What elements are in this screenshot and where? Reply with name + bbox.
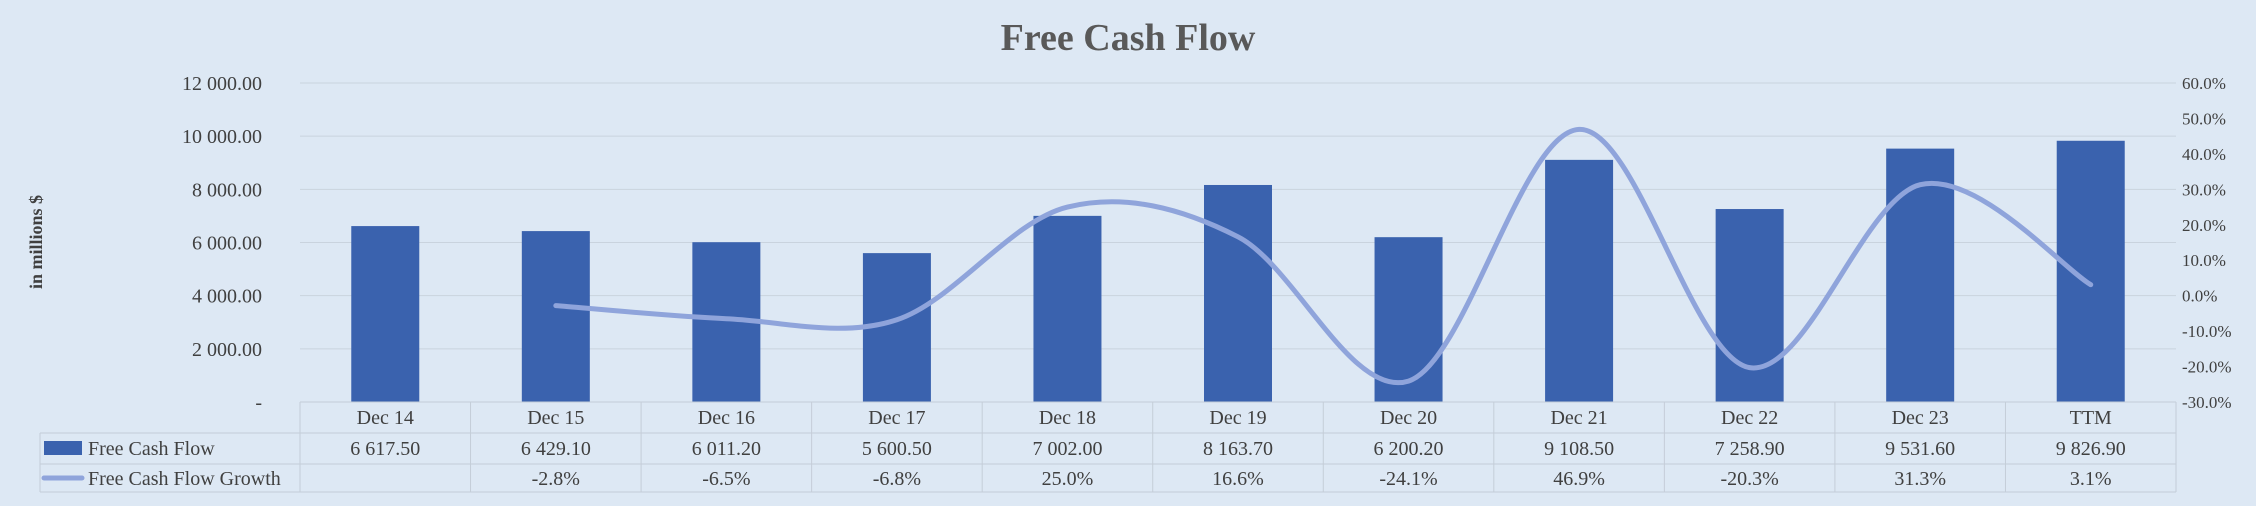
y2-tick-label: 20.0% bbox=[2182, 216, 2226, 235]
bar bbox=[2056, 140, 2125, 402]
y-tick-label: 4 000.00 bbox=[192, 286, 262, 308]
y2-tick-label: 40.0% bbox=[2182, 145, 2226, 164]
growth-value-cell: 46.9% bbox=[1553, 468, 1605, 490]
growth-value-cell: -2.8% bbox=[532, 468, 580, 490]
category-label: Dec 20 bbox=[1380, 407, 1437, 429]
bar-value-cell: 6 617.50 bbox=[350, 438, 420, 460]
category-label: Dec 21 bbox=[1550, 407, 1607, 429]
y2-tick-label: 10.0% bbox=[2182, 251, 2226, 270]
y2-tick-label: 30.0% bbox=[2182, 180, 2226, 199]
growth-value-cell: 3.1% bbox=[2070, 468, 2112, 490]
growth-value-cell: -6.8% bbox=[873, 468, 921, 490]
growth-line bbox=[553, 126, 2094, 386]
legend-label-bar: Free Cash Flow bbox=[88, 438, 215, 460]
bar bbox=[1886, 148, 1955, 402]
bar-value-cell: 9 826.90 bbox=[2056, 438, 2126, 460]
growth-value-cell: 16.6% bbox=[1212, 468, 1264, 490]
y-tick-label: 8 000.00 bbox=[192, 179, 262, 201]
bar-value-cell: 8 163.70 bbox=[1203, 438, 1273, 460]
y-tick-label: 10 000.00 bbox=[182, 126, 262, 148]
bar-value-cell: 7 002.00 bbox=[1032, 438, 1102, 460]
bar-value-cell: 6 429.10 bbox=[521, 438, 591, 460]
data-table: Dec 14 6 617.50 Dec 15 6 429.10 -2.8% Dec 16 6… bbox=[39, 401, 2177, 493]
bar bbox=[521, 231, 590, 402]
y-tick-label: - bbox=[255, 392, 262, 414]
category-label: TTM bbox=[2070, 407, 2112, 429]
growth-value-cell: -20.3% bbox=[1720, 468, 1778, 490]
bar-value-cell: 5 600.50 bbox=[862, 438, 932, 460]
bar-value-cell: 6 011.20 bbox=[692, 438, 761, 460]
category-label: Dec 15 bbox=[527, 407, 584, 429]
growth-value-cell: -24.1% bbox=[1379, 468, 1437, 490]
bar bbox=[351, 226, 420, 402]
category-label: Dec 23 bbox=[1892, 407, 1949, 429]
chart-title: Free Cash Flow bbox=[1001, 17, 1256, 59]
y2-tick-label: 0.0% bbox=[2182, 287, 2217, 306]
y-axis-label: in millions $ bbox=[26, 195, 46, 289]
y2-tick-label: 50.0% bbox=[2182, 109, 2226, 128]
bar-value-cell: 9 531.60 bbox=[1885, 438, 1955, 460]
y2-tick-label: -20.0% bbox=[2182, 358, 2232, 377]
y-tick-label: 6 000.00 bbox=[192, 233, 262, 255]
y-tick-label: 2 000.00 bbox=[192, 339, 262, 361]
y-tick-label: 12 000.00 bbox=[182, 73, 262, 95]
y2-tick-label: -30.0% bbox=[2182, 393, 2232, 412]
bar bbox=[1033, 215, 1102, 402]
category-label: Dec 19 bbox=[1209, 407, 1266, 429]
legend-key-bar bbox=[44, 441, 82, 455]
bar bbox=[1715, 209, 1784, 402]
y-axis-ticks: - 2 000.00 4 000.00 6 000.00 8 000.00 10 000.… bbox=[182, 73, 262, 414]
category-label: Dec 14 bbox=[357, 407, 414, 429]
line-series bbox=[553, 126, 2094, 386]
legend-label-line: Free Cash Flow Growth bbox=[88, 468, 281, 490]
growth-value-cell: 31.3% bbox=[1894, 468, 1946, 490]
bar-value-cell: 6 200.20 bbox=[1374, 438, 1444, 460]
category-label: Dec 22 bbox=[1721, 407, 1778, 429]
growth-value-cell: 25.0% bbox=[1042, 468, 1094, 490]
category-label: Dec 17 bbox=[868, 407, 925, 429]
bar bbox=[1545, 159, 1614, 402]
bar bbox=[1374, 237, 1443, 402]
y2-tick-label: -10.0% bbox=[2182, 322, 2232, 341]
category-label: Dec 16 bbox=[698, 407, 755, 429]
bar-value-cell: 9 108.50 bbox=[1544, 438, 1614, 460]
growth-value-cell: -6.5% bbox=[702, 468, 750, 490]
y2-axis-ticks: -30.0% -20.0% -10.0% 0.0% 10.0% 20.0% 30.0% 40.… bbox=[2182, 74, 2232, 412]
y2-tick-label: 60.0% bbox=[2182, 74, 2226, 93]
bar-value-cell: 7 258.90 bbox=[1715, 438, 1785, 460]
category-label: Dec 18 bbox=[1039, 407, 1096, 429]
bar-series bbox=[351, 140, 2125, 402]
bar bbox=[1204, 184, 1272, 402]
